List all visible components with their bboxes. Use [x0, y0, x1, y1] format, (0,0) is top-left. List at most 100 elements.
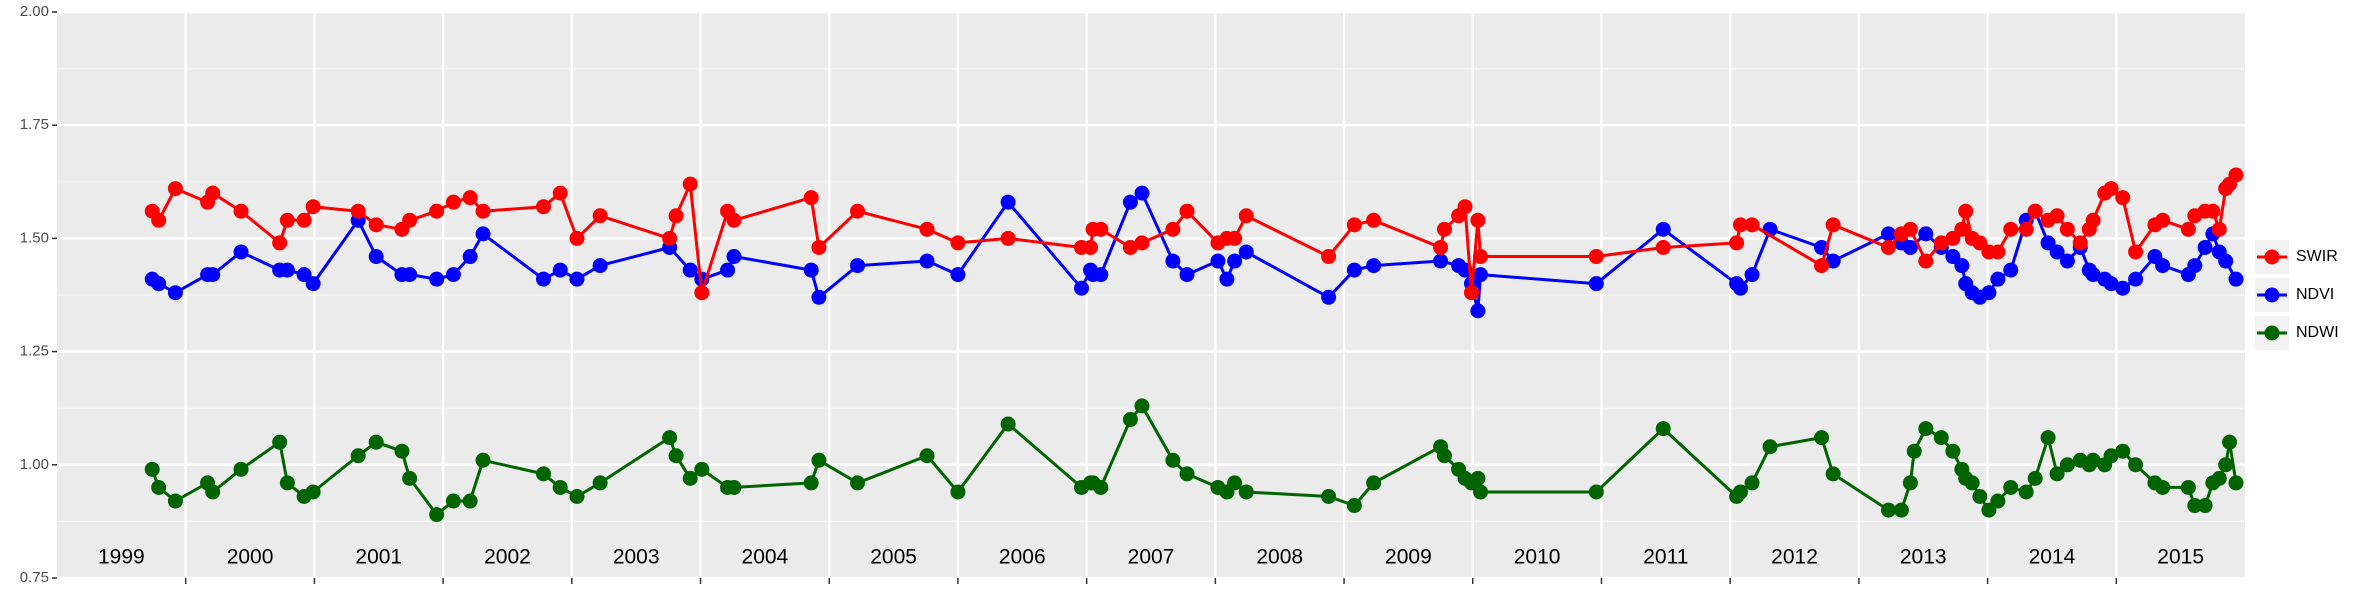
legend-point	[2264, 287, 2280, 303]
data-point	[1655, 221, 1671, 237]
x-tick-label: 2010	[1514, 546, 1561, 569]
data-point	[296, 212, 312, 228]
data-point	[1918, 226, 1934, 242]
data-point	[2197, 239, 2213, 255]
data-point	[694, 285, 710, 301]
data-point	[536, 466, 552, 482]
data-point	[1825, 217, 1841, 233]
data-point	[368, 217, 384, 233]
data-point	[726, 249, 742, 265]
data-point	[1227, 253, 1243, 269]
data-point	[662, 230, 678, 246]
data-point	[1093, 221, 1109, 237]
data-point	[402, 470, 418, 486]
data-point	[726, 479, 742, 495]
data-point	[2211, 221, 2227, 237]
data-point	[1210, 253, 1226, 269]
data-point	[919, 221, 935, 237]
data-point	[694, 461, 710, 477]
data-point	[2003, 262, 2019, 278]
data-point	[429, 271, 445, 287]
data-point	[2018, 221, 2034, 237]
y-tick-label: 1.50	[20, 229, 49, 246]
series	[144, 185, 2244, 319]
data-point	[350, 203, 366, 219]
data-point	[2128, 457, 2144, 473]
data-point	[1902, 239, 1918, 255]
data-point	[233, 203, 249, 219]
data-point	[233, 461, 249, 477]
data-point	[2027, 203, 2043, 219]
data-point	[1880, 226, 1896, 242]
data-point	[2115, 443, 2131, 459]
data-point	[2085, 267, 2101, 283]
data-point	[850, 203, 866, 219]
x-tick-label: 2013	[1900, 546, 1947, 569]
x-tick-label: 2015	[2157, 546, 2204, 569]
data-point	[1825, 253, 1841, 269]
data-point	[1729, 235, 1745, 251]
y-tick-label: 1.75	[20, 116, 49, 133]
data-point	[552, 479, 568, 495]
data-point	[1346, 498, 1362, 514]
data-point	[2103, 448, 2119, 464]
data-point	[475, 226, 491, 242]
data-point	[811, 452, 827, 468]
data-point	[1000, 230, 1016, 246]
x-tick-label: 2012	[1771, 546, 1818, 569]
data-point	[1588, 249, 1604, 265]
data-point	[803, 190, 819, 206]
data-point	[2103, 181, 2119, 197]
data-point	[1179, 466, 1195, 482]
data-point	[1238, 244, 1254, 260]
data-point	[682, 470, 698, 486]
data-point	[167, 493, 183, 509]
data-point	[462, 493, 478, 509]
data-point	[1179, 267, 1195, 283]
x-tick-label: 2008	[1256, 546, 1303, 569]
data-point	[2155, 212, 2171, 228]
data-point	[2115, 280, 2131, 296]
data-point	[1954, 221, 1970, 237]
data-point	[1165, 253, 1181, 269]
data-point	[1990, 271, 2006, 287]
legend-label: NDWI	[2296, 324, 2339, 341]
data-point	[1366, 475, 1382, 491]
data-point	[726, 212, 742, 228]
data-point	[1165, 452, 1181, 468]
data-point	[1463, 285, 1479, 301]
data-point	[350, 448, 366, 464]
data-point	[919, 253, 935, 269]
data-point	[1744, 475, 1760, 491]
data-point	[1893, 502, 1909, 518]
data-point	[1655, 239, 1671, 255]
data-point	[1122, 239, 1138, 255]
data-point	[272, 235, 288, 251]
data-point	[1436, 221, 1452, 237]
data-point	[1732, 217, 1748, 233]
data-point	[2228, 167, 2244, 183]
data-point	[919, 448, 935, 464]
data-point	[462, 190, 478, 206]
data-point	[1073, 280, 1089, 296]
data-point	[811, 289, 827, 305]
data-point	[1990, 493, 2006, 509]
data-point	[1083, 239, 1099, 255]
data-point	[445, 267, 461, 283]
data-point	[305, 199, 321, 215]
data-point	[1134, 398, 1150, 414]
data-point	[682, 176, 698, 192]
data-point	[1958, 203, 1974, 219]
data-point	[2018, 484, 2034, 500]
y-tick-label: 0.75	[20, 569, 49, 586]
data-point	[2211, 470, 2227, 486]
data-point	[2072, 235, 2088, 251]
data-point	[151, 479, 167, 495]
data-point	[1762, 439, 1778, 455]
data-point	[1825, 466, 1841, 482]
data-point	[569, 271, 585, 287]
legend-point	[2264, 249, 2280, 265]
data-point	[445, 493, 461, 509]
data-point	[1321, 488, 1337, 504]
